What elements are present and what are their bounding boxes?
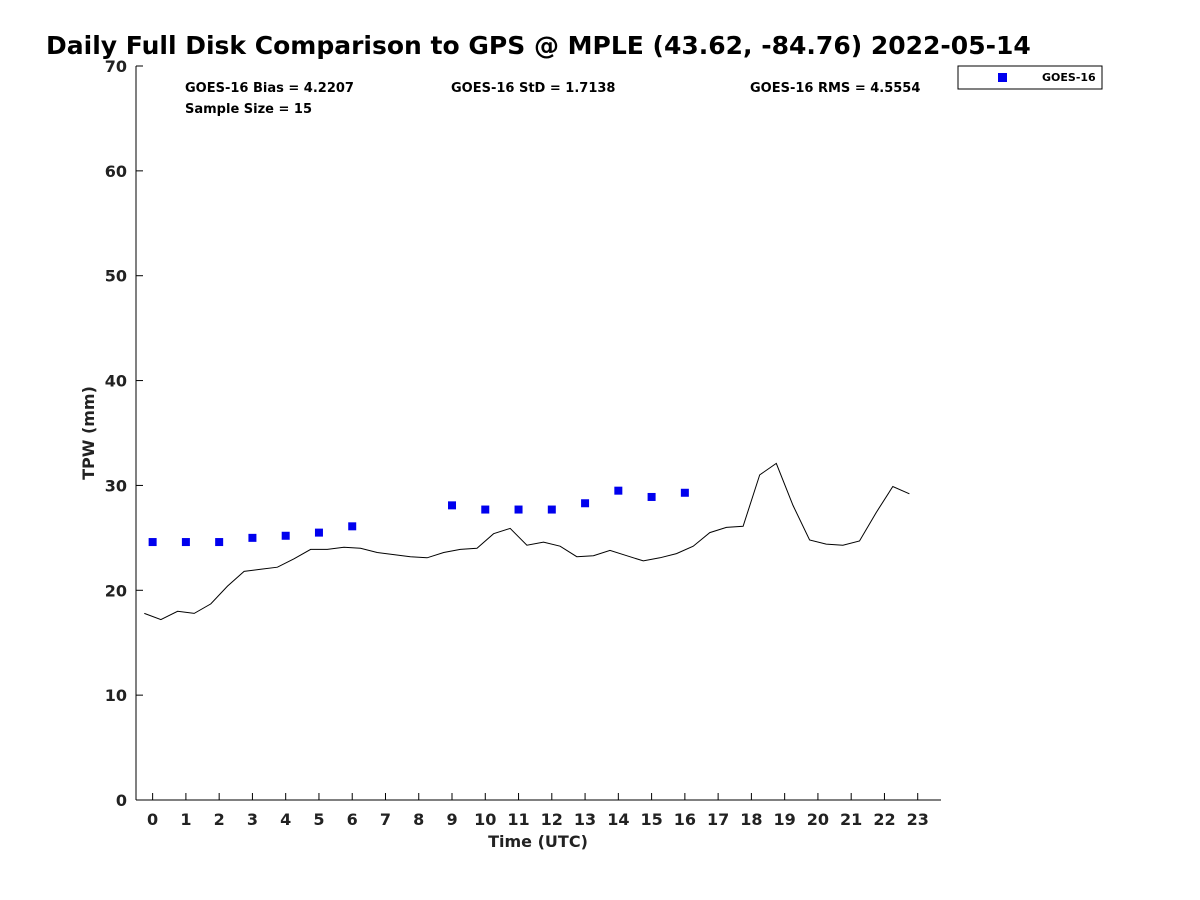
goes16-point <box>514 505 523 514</box>
x-tick-label: 7 <box>380 810 391 829</box>
goes16-point <box>581 499 590 508</box>
x-tick-label: 19 <box>774 810 796 829</box>
legend-label-goes16: GOES-16 <box>1042 71 1096 84</box>
y-tick-label: 30 <box>105 476 127 495</box>
y-axis-ticks: 0 10 20 30 40 50 60 70 <box>105 57 143 810</box>
goes16-point <box>647 492 656 501</box>
x-tick-label: 12 <box>541 810 563 829</box>
x-tick-label: 14 <box>607 810 629 829</box>
y-tick-label: 0 <box>116 791 127 810</box>
x-tick-label: 8 <box>413 810 424 829</box>
y-axis-label: TPW (mm) <box>79 386 98 480</box>
legend-box <box>957 65 1103 90</box>
x-tick-label: 9 <box>446 810 457 829</box>
x-tick-label: 22 <box>873 810 895 829</box>
x-axis-label: Time (UTC) <box>488 832 588 851</box>
gps-line <box>144 462 910 621</box>
std-stat: GOES-16 StD = 1.7138 <box>451 81 615 96</box>
gps-series <box>144 462 910 621</box>
legend-marker-goes16 <box>998 73 1007 82</box>
rms-stat: GOES-16 RMS = 4.5554 <box>750 81 920 96</box>
y-tick-label: 70 <box>105 57 127 76</box>
sample-size-stat: Sample Size = 15 <box>185 102 312 117</box>
goes16-point <box>215 538 224 547</box>
x-tick-label: 11 <box>507 810 529 829</box>
x-tick-label: 23 <box>907 810 929 829</box>
goes16-point <box>680 488 689 497</box>
goes16-point <box>148 538 157 547</box>
x-tick-label: 1 <box>180 810 191 829</box>
goes16-point <box>348 522 357 531</box>
x-tick-label: 18 <box>740 810 762 829</box>
goes16-point <box>314 528 323 537</box>
x-tick-label: 13 <box>574 810 596 829</box>
goes16-point <box>448 501 457 510</box>
x-tick-label: 4 <box>280 810 291 829</box>
goes16-point <box>614 486 623 495</box>
x-axis-ticks: 0 1 2 3 4 5 6 7 8 9 10 11 12 13 14 15 16 17 18 19 20 21 22 23 <box>147 793 929 829</box>
x-tick-label: 21 <box>840 810 862 829</box>
goes16-point <box>248 533 257 542</box>
y-tick-label: 20 <box>105 581 127 600</box>
goes16-series <box>148 486 689 547</box>
y-tick-label: 50 <box>105 267 127 286</box>
x-tick-label: 0 <box>147 810 158 829</box>
y-tick-label: 10 <box>105 686 127 705</box>
y-tick-label: 60 <box>105 162 127 181</box>
x-tick-label: 20 <box>807 810 829 829</box>
goes16-point <box>281 531 290 540</box>
x-tick-label: 2 <box>214 810 225 829</box>
chart-title: Daily Full Disk Comparison to GPS @ MPLE… <box>46 31 1031 60</box>
goes16-point <box>547 505 556 514</box>
x-tick-label: 6 <box>347 810 358 829</box>
y-tick-label: 40 <box>105 372 127 391</box>
x-tick-label: 16 <box>674 810 696 829</box>
bias-stat: GOES-16 Bias = 4.2207 <box>185 81 354 96</box>
goes16-point <box>181 538 190 547</box>
goes16-point <box>481 505 490 514</box>
x-tick-label: 3 <box>247 810 258 829</box>
x-tick-label: 10 <box>474 810 496 829</box>
x-tick-label: 17 <box>707 810 729 829</box>
x-tick-label: 15 <box>640 810 662 829</box>
legend: GOES-16 <box>957 65 1103 90</box>
x-tick-label: 5 <box>313 810 324 829</box>
